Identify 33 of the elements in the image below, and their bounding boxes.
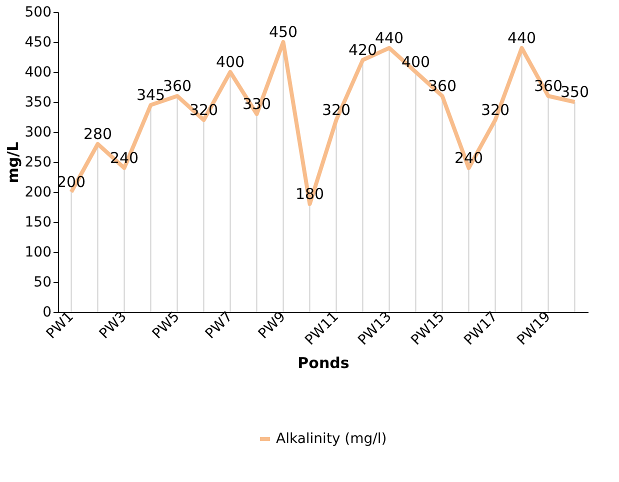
y-tick-label: 350 (24, 94, 52, 110)
data-label: 320 (322, 101, 351, 119)
y-tick-label: 250 (24, 154, 52, 170)
y-tick-label: 300 (24, 124, 52, 140)
data-label: 330 (242, 95, 272, 113)
y-tick-label: 500 (24, 4, 52, 20)
data-label: 345 (136, 86, 166, 104)
y-tick-label: 450 (24, 34, 52, 50)
data-label: 400 (401, 53, 430, 71)
data-label: 200 (56, 173, 86, 191)
data-label: 360 (162, 77, 192, 95)
data-label: 360 (534, 77, 563, 95)
data-label: 440 (374, 29, 404, 47)
legend-label: Alkalinity (mg/l) (276, 431, 387, 447)
y-tick-label: 200 (24, 184, 52, 200)
y-tick-label: 400 (24, 64, 52, 80)
data-label: 420 (348, 41, 378, 59)
data-label: 360 (428, 77, 457, 95)
data-label: 280 (83, 125, 112, 143)
y-tick-label: 100 (24, 244, 52, 260)
data-label: 450 (268, 23, 298, 41)
data-label: 440 (507, 29, 536, 47)
data-label: 400 (216, 53, 245, 71)
data-label: 320 (480, 101, 510, 119)
y-tick-label: 50 (34, 274, 52, 290)
x-axis-title: Ponds (298, 354, 350, 372)
y-axis-title: mg/L (4, 141, 22, 184)
y-tick-label: 150 (24, 214, 52, 230)
data-label: 350 (560, 83, 590, 101)
data-label: 240 (454, 149, 484, 167)
data-label: 320 (189, 101, 218, 119)
data-label: 180 (295, 185, 324, 203)
data-label: 240 (110, 149, 139, 167)
